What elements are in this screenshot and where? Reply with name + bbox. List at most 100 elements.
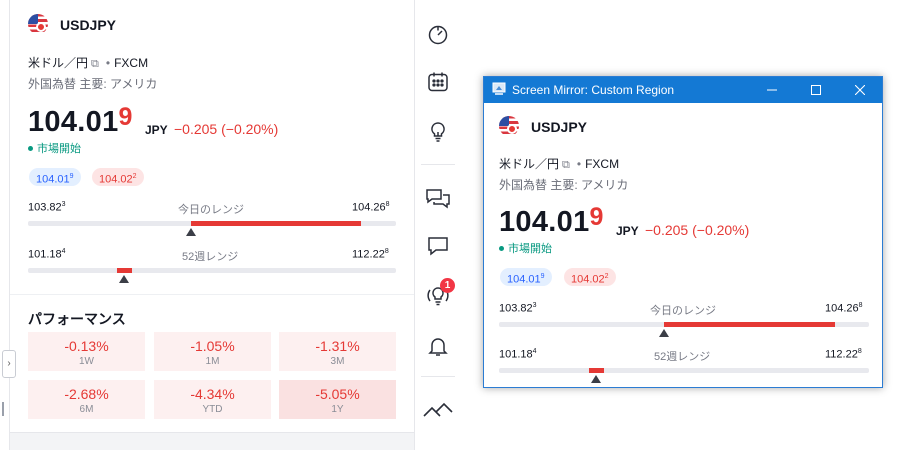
week52-range-high-main: 112.22 bbox=[352, 248, 385, 261]
day-range-marker-icon bbox=[659, 329, 669, 337]
week52-range-label: 52週レンジ bbox=[182, 251, 239, 263]
performance-cell-1m[interactable]: -1.05% 1M bbox=[154, 332, 271, 371]
week52-range-label: 52週レンジ bbox=[654, 351, 711, 363]
week52-range-low: 101.184 bbox=[499, 348, 537, 361]
ask-price-main: 104.02 bbox=[571, 273, 605, 286]
last-price: 104.019 bbox=[28, 103, 133, 139]
source-name[interactable]: FXCM bbox=[585, 157, 620, 171]
price-currency: JPY bbox=[616, 224, 639, 238]
close-button[interactable] bbox=[838, 77, 882, 103]
source-separator: • bbox=[576, 157, 582, 171]
section-divider bbox=[10, 294, 414, 295]
bid-price: 104.019 bbox=[500, 268, 552, 286]
performance-value: -5.05% bbox=[315, 386, 360, 402]
close-icon bbox=[855, 85, 865, 95]
minimize-button[interactable] bbox=[750, 77, 794, 103]
scroll-indicator bbox=[2, 402, 4, 416]
week52-range-low-tail: 4 bbox=[532, 348, 537, 355]
symbol-description: 米ドル／円 ⧉ • FXCM bbox=[28, 54, 148, 71]
symbol-details-panel: › USDJPY 米ドル／円 ⧉ • FXCM 外国為替 主要: アメリカ 104.0… bbox=[0, 0, 460, 450]
day-range-label: 今日のレンジ bbox=[650, 305, 716, 317]
symbol-description: 米ドル／円 ⧉ • FXCM bbox=[499, 155, 619, 172]
price-tail: 9 bbox=[589, 203, 604, 231]
source-name[interactable]: FXCM bbox=[114, 56, 149, 70]
week52-range-fill bbox=[589, 368, 604, 373]
bid-price-tail: 9 bbox=[540, 273, 545, 280]
day-range-low-tail: 3 bbox=[61, 201, 66, 208]
description-text: 米ドル／円 bbox=[28, 56, 89, 70]
ask-price-tail: 2 bbox=[604, 273, 609, 280]
day-range-low-main: 103.82 bbox=[499, 302, 533, 315]
price-tail: 9 bbox=[118, 103, 133, 131]
performance-cell-1y[interactable]: -5.05% 1Y bbox=[279, 380, 396, 419]
screen-mirror-window[interactable]: Screen Mirror: Custom Region USDJPY 米ドル／… bbox=[483, 76, 883, 388]
day-range-high-main: 104.26 bbox=[352, 201, 386, 214]
performance-title: パフォーマンス bbox=[28, 311, 126, 327]
ask-price-tail: 2 bbox=[132, 173, 137, 180]
lightbulb-icon[interactable] bbox=[422, 116, 454, 148]
symbol-name[interactable]: USDJPY bbox=[60, 17, 117, 33]
dashboard-clock-icon[interactable] bbox=[422, 18, 454, 50]
bell-icon[interactable] bbox=[422, 330, 454, 362]
symbol-category: 外国為替 主要: アメリカ bbox=[499, 178, 629, 192]
performance-value: -2.68% bbox=[64, 386, 109, 402]
ask-price: 104.022 bbox=[564, 268, 616, 286]
toolbar-divider bbox=[421, 164, 455, 165]
calendar-icon[interactable] bbox=[422, 66, 454, 98]
minimize-icon bbox=[767, 89, 777, 91]
external-link-icon[interactable]: ⧉ bbox=[91, 58, 99, 70]
performance-cell-1w[interactable]: -0.13% 1W bbox=[28, 332, 145, 371]
window-titlebar[interactable]: Screen Mirror: Custom Region bbox=[484, 77, 882, 103]
market-open-dot-icon bbox=[499, 245, 504, 251]
chat-bubble-icon[interactable] bbox=[422, 230, 454, 262]
performance-cell-ytd[interactable]: -4.34% YTD bbox=[154, 380, 271, 419]
performance-period: 1M bbox=[205, 356, 220, 367]
performance-value: -0.13% bbox=[64, 338, 109, 354]
panel-left-edge bbox=[0, 0, 10, 450]
chevron-up-double-icon[interactable] bbox=[422, 394, 454, 426]
price-change: −0.205 (−0.20%) bbox=[174, 121, 279, 137]
market-open-dot-icon bbox=[28, 145, 33, 151]
toolbar-divider bbox=[421, 376, 455, 377]
week52-range-high: 112.228 bbox=[352, 248, 389, 261]
notification-badge: 1 bbox=[440, 278, 455, 293]
day-range-low-main: 103.82 bbox=[28, 201, 62, 214]
day-range-high-main: 104.26 bbox=[825, 302, 859, 315]
horizontal-scrollbar[interactable] bbox=[10, 432, 414, 450]
performance-period: 1W bbox=[79, 356, 94, 367]
description-text: 米ドル／円 bbox=[499, 157, 560, 171]
screen-mirror-app-icon bbox=[492, 82, 506, 95]
external-link-icon[interactable]: ⧉ bbox=[562, 159, 570, 171]
market-status: 市場開始 bbox=[499, 240, 552, 256]
maximize-button[interactable] bbox=[794, 77, 838, 103]
day-range-fill bbox=[191, 221, 361, 226]
day-range-low-tail: 3 bbox=[532, 302, 537, 309]
day-range-label: 今日のレンジ bbox=[178, 204, 244, 216]
source-separator: • bbox=[105, 56, 111, 70]
performance-value: -1.05% bbox=[190, 338, 235, 354]
week52-range-track bbox=[499, 368, 869, 373]
week52-range-track bbox=[28, 268, 396, 273]
performance-cell-3m[interactable]: -1.31% 3M bbox=[279, 332, 396, 371]
window-title: Screen Mirror: Custom Region bbox=[512, 83, 675, 97]
price-change: −0.205 (−0.20%) bbox=[645, 222, 750, 238]
collapse-panel-button[interactable]: › bbox=[2, 350, 16, 378]
day-range-fill bbox=[664, 322, 835, 327]
performance-cell-6m[interactable]: -2.68% 6M bbox=[28, 380, 145, 419]
price-currency: JPY bbox=[145, 123, 168, 137]
chat-bubbles-icon[interactable] bbox=[422, 182, 454, 214]
bid-price-main: 104.01 bbox=[507, 273, 541, 286]
symbol-category: 外国為替 主要: アメリカ bbox=[28, 77, 158, 91]
day-range-high: 104.268 bbox=[825, 302, 863, 315]
market-status: 市場開始 bbox=[28, 140, 81, 156]
symbol-name[interactable]: USDJPY bbox=[531, 119, 588, 135]
week52-range-marker-icon bbox=[119, 275, 129, 283]
jp-flag-dot-icon bbox=[36, 22, 46, 32]
ask-price-main: 104.02 bbox=[99, 173, 133, 186]
week52-range-high-tail: 8 bbox=[857, 348, 862, 355]
week52-range-high-tail: 8 bbox=[384, 248, 389, 255]
week52-range-high-main: 112.22 bbox=[825, 348, 858, 361]
market-status-text: 市場開始 bbox=[37, 143, 81, 155]
bid-price-main: 104.01 bbox=[36, 173, 70, 186]
performance-period: 1Y bbox=[331, 404, 344, 415]
